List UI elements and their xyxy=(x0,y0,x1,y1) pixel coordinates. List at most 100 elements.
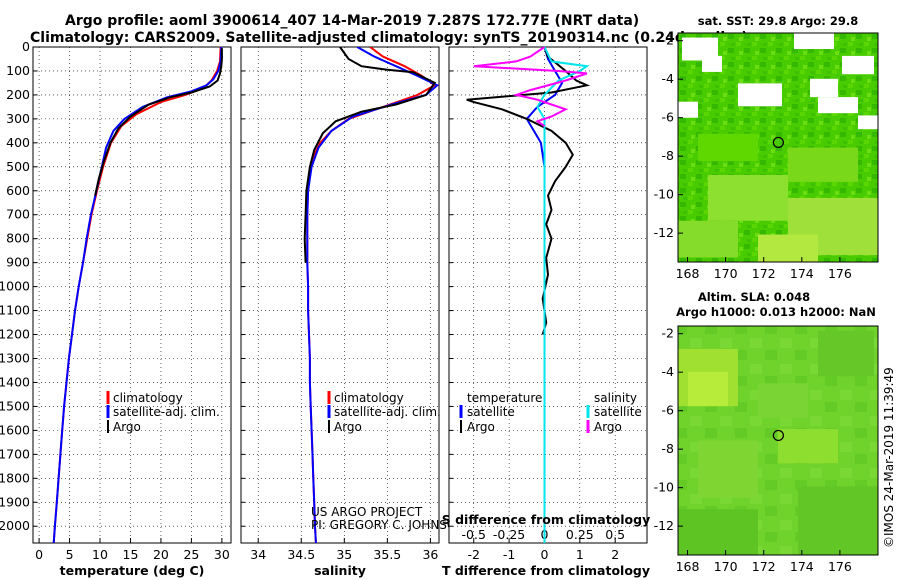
depth-tick-label: 800 xyxy=(6,231,30,246)
map-patch xyxy=(810,78,838,98)
x-tick-label: 35.5 xyxy=(373,547,401,562)
map-patch xyxy=(818,97,858,114)
series-line-satellite-adj-clim- xyxy=(52,47,223,543)
s-diff-tick-label: -0.5 xyxy=(462,527,486,542)
map-patch xyxy=(738,83,782,107)
sla-map-panel: Altim. SLA: 0.048 Argo h1000: 0.013 h200… xyxy=(654,290,879,574)
map-lat-label: -12 xyxy=(654,225,674,240)
x-tick-label: 30 xyxy=(214,547,230,562)
s-diff-tick-label: 0.25 xyxy=(566,527,594,542)
map-lon-label: 170 xyxy=(714,559,738,574)
x-tick-label: 1 xyxy=(576,547,584,562)
map-lat-label: -10 xyxy=(654,187,674,202)
legend-s-argo: Argo xyxy=(594,420,622,434)
depth-tick-label: 1700 xyxy=(0,446,30,461)
x-tick-label: 10 xyxy=(92,547,108,562)
depth-tick-label: 1400 xyxy=(0,374,30,389)
temperature-tick-labels: 0 5 10 15 20 25 30 xyxy=(35,547,230,562)
map-patch xyxy=(708,174,788,221)
depth-tick-label: 700 xyxy=(6,207,30,222)
legend-climatology: climatology xyxy=(113,391,183,405)
depth-tick-label: 1300 xyxy=(0,350,30,365)
depth-tick-label: 200 xyxy=(6,87,30,102)
map-patch xyxy=(678,101,698,118)
s-diff-tick-label: 0.5 xyxy=(605,527,625,542)
map-lat-label: -10 xyxy=(654,480,674,495)
series-line-s-argo xyxy=(473,47,588,127)
temperature-xlabel: temperature (deg C) xyxy=(60,563,205,578)
sla-map-title: Altim. SLA: 0.048 xyxy=(698,290,810,304)
legend-climatology-s: climatology xyxy=(334,391,404,405)
t-difference-xlabel: T difference from climatology xyxy=(442,563,650,578)
salinity-diff-legend: salinity satellite Argo xyxy=(586,391,642,434)
map-patch xyxy=(702,55,722,72)
temperature-grid xyxy=(33,46,231,543)
x-tick-label: -1 xyxy=(503,547,515,562)
x-tick-label: 0 xyxy=(35,547,43,562)
sla-map-patches xyxy=(678,330,878,555)
legend-s-title: salinity xyxy=(594,391,637,405)
legend-argo: Argo xyxy=(113,420,141,434)
temperature-plot-area xyxy=(32,46,232,544)
map-patch xyxy=(788,147,858,182)
x-tick-label: 15 xyxy=(123,547,139,562)
map-lon-label: 168 xyxy=(676,266,700,281)
temperature-panel: 0100200300400500600700800900100011001200… xyxy=(0,39,232,578)
salinity-plot-area xyxy=(240,46,440,544)
map-patch xyxy=(688,371,728,407)
s-difference-xlabel: S difference from climatology xyxy=(442,512,651,527)
series-line-s-satellite xyxy=(536,47,590,543)
sst-argo-marker xyxy=(772,136,784,149)
depth-tick-label: 100 xyxy=(6,63,30,78)
map-lon-label: 176 xyxy=(828,266,852,281)
map-lat-label: -12 xyxy=(654,518,674,533)
map-lat-label: -8 xyxy=(662,441,675,456)
legend-satellite-adj-s: satellite-adj. clim. xyxy=(334,405,441,419)
sla-argo-marker xyxy=(772,429,784,442)
t-difference-tick-labels: -2 -1 0 1 2 xyxy=(468,547,620,562)
map-lat-label: -6 xyxy=(662,110,675,125)
map-lon-label: 174 xyxy=(790,559,814,574)
sla-map-ticks: 168 170 172 174 176 -2 -4 -6 -8 -10 -12 xyxy=(654,326,852,574)
map-patch xyxy=(678,509,758,555)
salinity-xlabel: salinity xyxy=(314,563,366,578)
salinity-lines xyxy=(303,47,439,543)
map-lat-label: -2 xyxy=(662,326,674,341)
map-lat-label: -2 xyxy=(662,33,674,48)
map-lon-label: 172 xyxy=(752,559,776,574)
x-tick-label: 36 xyxy=(422,547,438,562)
map-patch xyxy=(794,33,834,50)
s-diff-tick-label: -0.25 xyxy=(493,527,525,542)
map-lat-label: -4 xyxy=(662,71,675,86)
x-tick-label: 34.5 xyxy=(287,547,315,562)
figure-title-line1: Argo profile: aoml 3900614_407 14-Mar-20… xyxy=(65,13,639,29)
x-tick-label: 35 xyxy=(336,547,352,562)
map-lon-label: 176 xyxy=(828,559,852,574)
series-line-argo xyxy=(94,48,223,196)
legend-t-argo: Argo xyxy=(467,420,495,434)
imos-watermark: ©IMOS 24-Mar-2019 11:39:49 xyxy=(882,367,896,548)
map-patch xyxy=(818,330,874,377)
map-lon-label: 170 xyxy=(714,266,738,281)
depth-tick-label: 1500 xyxy=(0,398,30,413)
sst-map-title: sat. SST: 29.8 Argo: 29.8 xyxy=(698,14,858,28)
map-patch xyxy=(698,440,758,498)
series-line-t-argo xyxy=(466,47,591,335)
map-lat-label: -6 xyxy=(662,403,675,418)
credit-pi: PI: GREGORY C. JOHNSON xyxy=(311,518,465,532)
legend-s-satellite: satellite xyxy=(594,405,642,419)
depth-tick-label: 1900 xyxy=(0,494,30,509)
x-tick-label: 20 xyxy=(153,547,169,562)
salinity-panel: 34 34.5 35 35.5 36 salinity climatology sate… xyxy=(240,46,465,578)
salinity-legend: climatology satellite-adj. clim. Argo xyxy=(327,391,441,434)
map-patch xyxy=(758,383,808,418)
map-patch xyxy=(858,115,878,130)
series-line-argo xyxy=(303,47,437,263)
difference-panel: -2 -1 0 1 2 -0.5 -0.25 0 0.25 0.5 T difference f… xyxy=(442,46,651,578)
x-tick-label: 34 xyxy=(250,547,266,562)
series-line-satellite-adj-clim- xyxy=(306,47,439,543)
s-difference-tick-labels: -0.5 -0.25 0 0.25 0.5 xyxy=(462,527,626,542)
map-lon-label: 174 xyxy=(790,266,814,281)
credit-project: US ARGO PROJECT xyxy=(311,505,423,519)
difference-plot-area xyxy=(448,46,648,544)
